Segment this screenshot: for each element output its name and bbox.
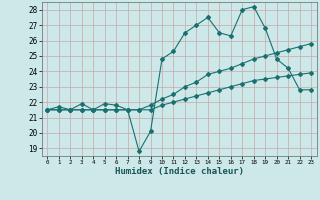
X-axis label: Humidex (Indice chaleur): Humidex (Indice chaleur) [115,167,244,176]
